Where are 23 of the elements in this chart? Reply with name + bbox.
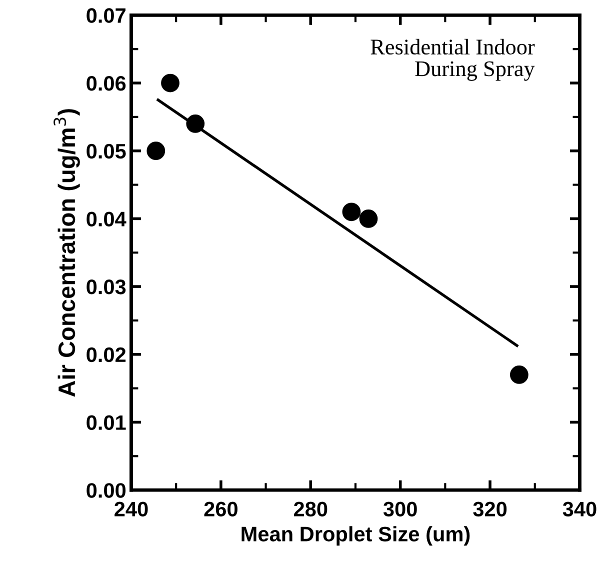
y-tick-label: 0.01 bbox=[86, 415, 126, 430]
point bbox=[161, 74, 180, 92]
y-tick-label: 0.00 bbox=[86, 483, 126, 498]
x-tick-label: 240 bbox=[114, 502, 148, 516]
point bbox=[146, 142, 166, 160]
point bbox=[510, 366, 528, 384]
y-tick-label: 0.07 bbox=[86, 8, 126, 23]
y-axis-title: Air Concentration (ug/m$^{3}$) bbox=[54, 109, 80, 397]
x-tick-label: 320 bbox=[473, 502, 507, 517]
x-tick-label: 280 bbox=[294, 502, 328, 516]
y-tick-label: 0.03 bbox=[86, 280, 126, 294]
x-tick-label: 340 bbox=[562, 502, 596, 517]
x-tick-label: 300 bbox=[383, 502, 417, 517]
y-tick-label: 0.06 bbox=[86, 76, 126, 91]
y-tick-label: 0.05 bbox=[86, 144, 126, 159]
point bbox=[359, 210, 378, 228]
y-tick-label: 0.02 bbox=[86, 347, 126, 362]
annotation: Residential Indoor During Spray bbox=[370, 38, 535, 81]
y-tick-label: 0.04 bbox=[86, 212, 126, 226]
x-tick-label: 260 bbox=[204, 502, 238, 516]
x-axis-title: Mean Droplet Size (um) bbox=[242, 526, 470, 546]
point bbox=[342, 202, 361, 222]
point bbox=[186, 114, 205, 133]
